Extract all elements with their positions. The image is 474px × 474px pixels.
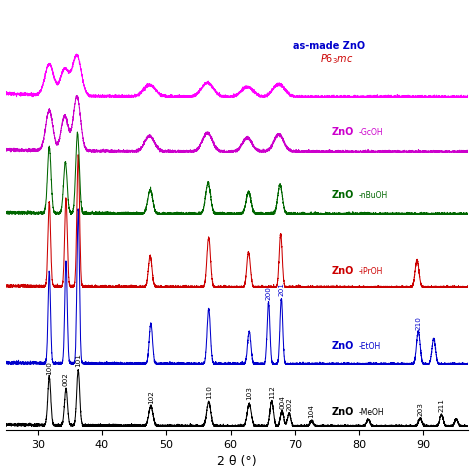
Text: 200: 200 <box>265 286 272 300</box>
Text: ZnO: ZnO <box>332 341 354 351</box>
Text: 104: 104 <box>309 404 315 418</box>
Text: -iPrOH: -iPrOH <box>359 267 383 276</box>
Text: -GcOH: -GcOH <box>359 128 383 137</box>
Text: 201: 201 <box>278 283 284 296</box>
Text: 202: 202 <box>286 397 292 411</box>
Text: -MeOH: -MeOH <box>359 409 384 417</box>
Text: 112: 112 <box>269 385 275 399</box>
Text: ZnO: ZnO <box>332 190 354 200</box>
Text: ZnO: ZnO <box>332 128 354 137</box>
Text: 101: 101 <box>75 354 81 367</box>
Text: 211: 211 <box>438 398 445 412</box>
X-axis label: 2 θ (°): 2 θ (°) <box>217 456 257 468</box>
Text: 210: 210 <box>415 316 421 330</box>
Text: -nBuOH: -nBuOH <box>359 191 388 200</box>
Text: as-made ZnO: as-made ZnO <box>292 41 365 51</box>
Text: ZnO: ZnO <box>332 407 354 417</box>
Text: 103: 103 <box>246 386 252 401</box>
Text: 004: 004 <box>279 395 285 409</box>
Text: 102: 102 <box>148 390 154 404</box>
Text: 110: 110 <box>206 384 212 399</box>
Text: ZnO: ZnO <box>332 266 354 276</box>
Text: -EtOH: -EtOH <box>359 343 381 351</box>
Text: 002: 002 <box>63 372 69 386</box>
Text: 100: 100 <box>46 361 52 375</box>
Text: $P6_3mc$: $P6_3mc$ <box>320 52 354 66</box>
Text: 203: 203 <box>417 402 423 416</box>
